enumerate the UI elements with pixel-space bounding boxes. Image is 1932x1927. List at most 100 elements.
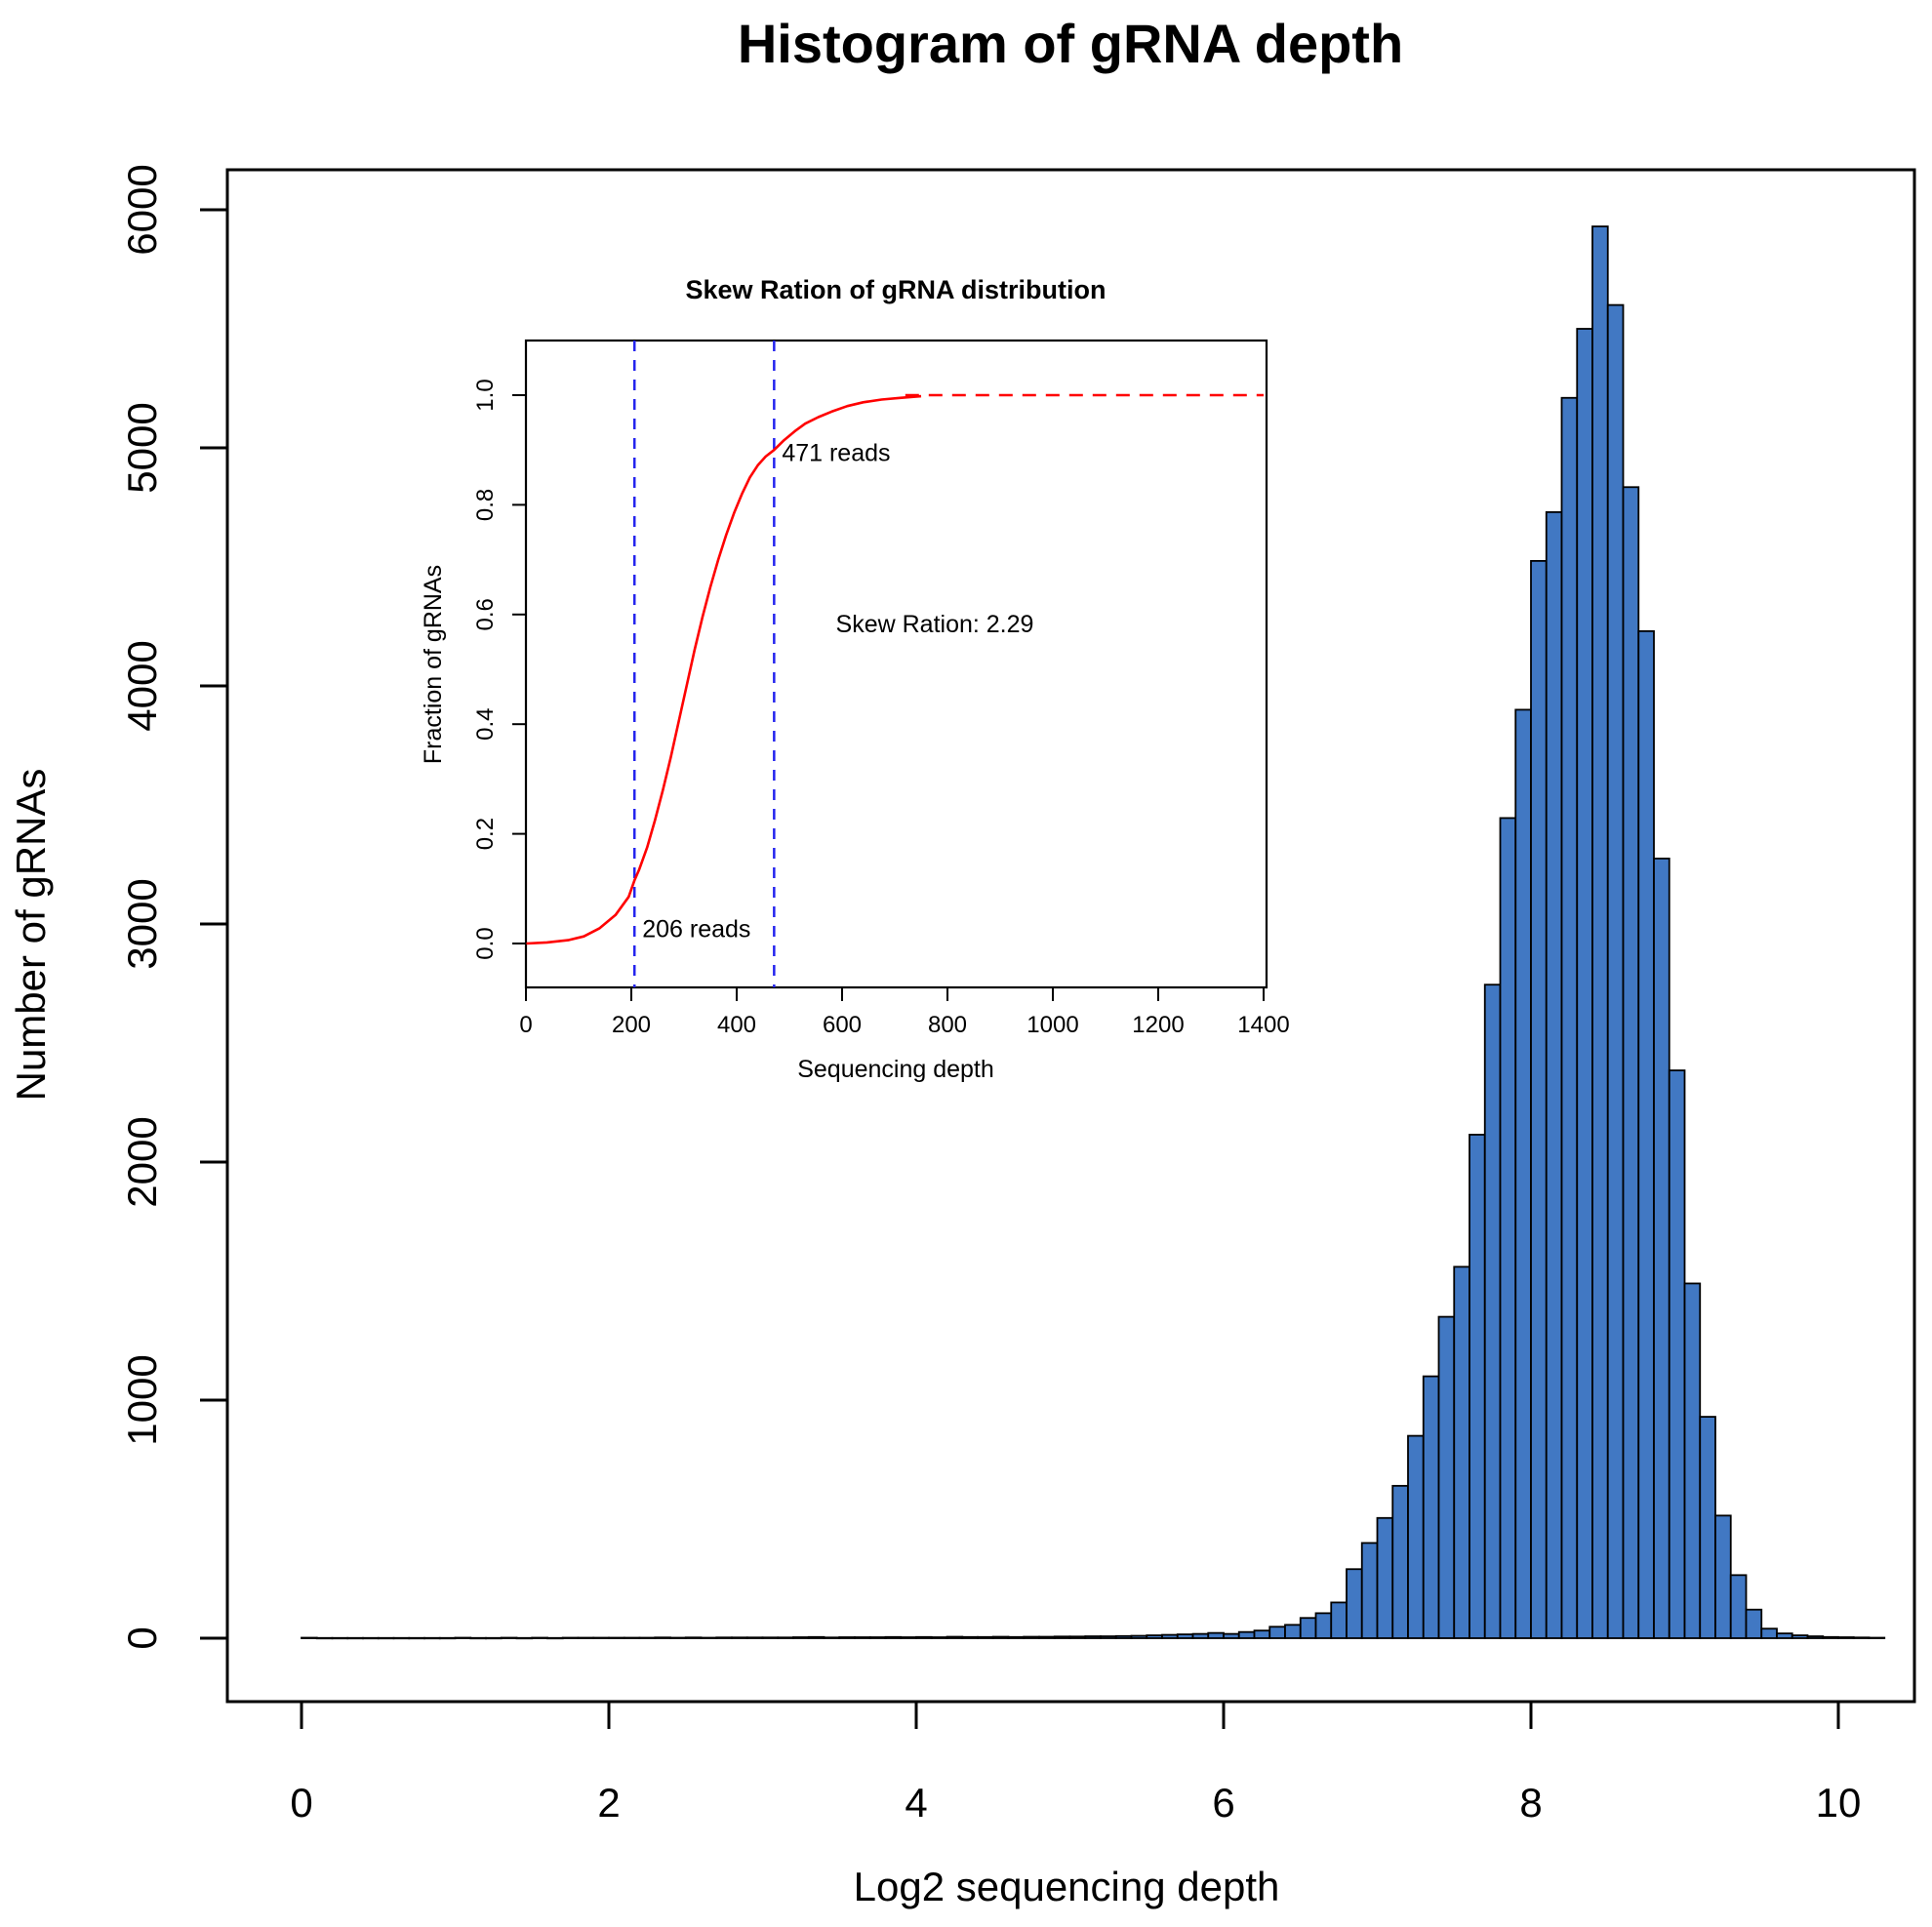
histogram-bar (1729, 1574, 1748, 1639)
histogram-bar (1760, 1627, 1778, 1639)
histogram-bar (1422, 1375, 1440, 1639)
histogram-bar (561, 1636, 580, 1639)
histogram-bar (1068, 1635, 1087, 1639)
main-y-tick-label: 3000 (119, 878, 165, 969)
histogram-bar (454, 1636, 472, 1639)
histogram-bar (1776, 1632, 1793, 1639)
histogram-bar (1299, 1617, 1317, 1639)
histogram-bar (1453, 1265, 1470, 1639)
histogram-bar (592, 1636, 610, 1639)
histogram-bar (745, 1636, 764, 1639)
skew-ratio-annotation: Skew Ration: 2.29 (836, 611, 1034, 638)
inset-title: Skew Ration of gRNA distribution (686, 275, 1107, 304)
histogram-bar (1699, 1416, 1716, 1639)
histogram-bar (1284, 1624, 1302, 1639)
histogram-bar (423, 1636, 441, 1640)
cdf-curve (526, 394, 922, 945)
histogram-bar (408, 1636, 425, 1640)
histogram-bar (485, 1636, 503, 1640)
histogram-bar (1161, 1633, 1179, 1639)
histogram-bar (623, 1636, 641, 1639)
histogram-bar (1837, 1636, 1855, 1639)
histogram-bar (1268, 1626, 1286, 1639)
histogram-bar (1176, 1633, 1194, 1639)
histogram-bar (301, 1636, 318, 1639)
inset-x-tick-label: 200 (612, 1012, 651, 1038)
histogram-bar (777, 1636, 794, 1639)
histogram-bar (1346, 1568, 1363, 1639)
histogram-bar (1223, 1632, 1240, 1639)
histogram-bar (1514, 708, 1532, 1639)
main-title: Histogram of gRNA depth (738, 13, 1403, 74)
histogram-bar (1714, 1514, 1732, 1639)
histogram-bar (792, 1636, 810, 1639)
histogram-bar (515, 1636, 534, 1640)
histogram-bar (1023, 1635, 1040, 1639)
histogram-bar (884, 1635, 903, 1639)
histogram-bar (1330, 1601, 1348, 1639)
histogram-bar (1053, 1635, 1071, 1639)
inset-y-tick-label: 0.0 (472, 927, 499, 959)
histogram-bar (1637, 629, 1655, 1639)
inset-y-tick-label: 0.6 (472, 598, 499, 630)
histogram-bar (900, 1636, 917, 1639)
histogram-bar (930, 1636, 948, 1639)
main-x-tick-label: 4 (905, 1780, 927, 1826)
histogram-bar (1606, 303, 1625, 1639)
histogram-bar (991, 1635, 1010, 1639)
inset-y-tick-label: 0.4 (472, 708, 499, 741)
histogram-bar (1376, 1516, 1394, 1639)
main-x-tick-label: 6 (1212, 1780, 1234, 1826)
histogram-bar (977, 1635, 994, 1639)
histogram-bar (654, 1636, 671, 1639)
histogram-bar (1653, 858, 1670, 1639)
histogram-bar (1483, 984, 1502, 1639)
histogram-bar (1437, 1315, 1456, 1639)
histogram-bar (1791, 1634, 1809, 1639)
main-y-tick-label: 1000 (119, 1354, 165, 1445)
histogram-bar (1191, 1632, 1210, 1639)
histogram-bar (1146, 1634, 1163, 1639)
main-x-tick-label: 0 (290, 1780, 312, 1826)
histogram-bar (531, 1636, 548, 1639)
histogram-bar (1360, 1542, 1379, 1639)
histogram-bar (1806, 1635, 1825, 1639)
inset-plot: 0 200 400 600 800 1000 1200 1400 0.0 0.2 0.4 0.6 0.8… (472, 339, 1290, 1038)
main-x-tick-label: 8 (1519, 1780, 1542, 1826)
histogram-bar (1668, 1069, 1686, 1639)
histogram-bar (1545, 510, 1563, 1639)
histogram-bar (854, 1636, 871, 1639)
histogram-bar (1114, 1634, 1133, 1639)
histogram-bar (1469, 1134, 1486, 1639)
histogram-bar (1038, 1635, 1056, 1639)
histogram-bar (1560, 396, 1579, 1639)
main-histogram-bars (301, 225, 1886, 1640)
histogram-bar (500, 1636, 518, 1639)
histogram-bar (761, 1636, 780, 1639)
main-y-tick-label: 6000 (119, 164, 165, 255)
histogram-bar (1683, 1282, 1702, 1639)
histogram-bar (961, 1635, 979, 1639)
histogram-bar (1407, 1434, 1425, 1639)
histogram-bar (838, 1636, 856, 1639)
histogram-bar (346, 1636, 364, 1640)
histogram-bar (1822, 1635, 1839, 1639)
histogram-bar (1852, 1636, 1871, 1639)
histogram-bar (1314, 1612, 1333, 1639)
histogram-bar (1084, 1635, 1102, 1639)
histogram-bar (1530, 560, 1548, 1639)
histogram-bar (438, 1636, 457, 1640)
histogram-bar (546, 1636, 564, 1640)
histogram-bar (392, 1636, 411, 1640)
histogram-bar (1237, 1630, 1256, 1639)
inset-x-tick-label: 0 (519, 1012, 532, 1038)
main-xlabel: Log2 sequencing depth (854, 1864, 1280, 1909)
histogram-bar (638, 1636, 657, 1639)
histogram-bar (1499, 817, 1517, 1639)
histogram-bar (469, 1636, 487, 1640)
histogram-bar (715, 1636, 733, 1639)
histogram-bar (807, 1635, 825, 1639)
